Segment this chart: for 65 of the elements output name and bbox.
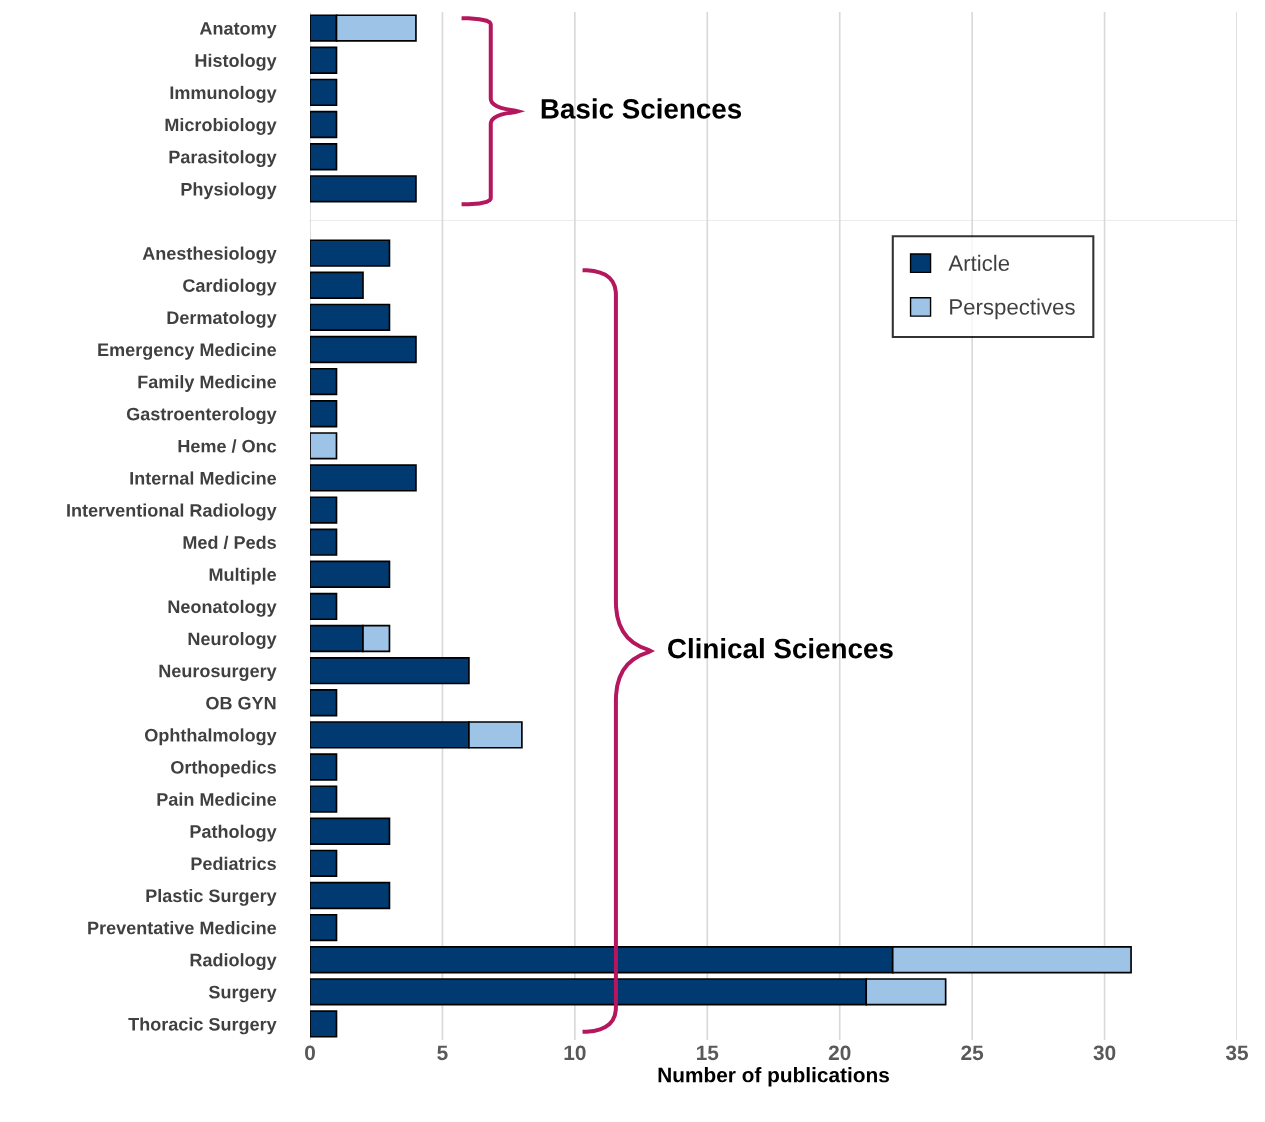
bar xyxy=(310,913,338,942)
x-tick-label: 15 xyxy=(697,1045,719,1061)
bar xyxy=(310,239,391,267)
x-tick-label: 25 xyxy=(961,1045,984,1061)
bar xyxy=(310,753,338,781)
x-tick-label: 10 xyxy=(564,1045,586,1061)
bar xyxy=(310,817,391,845)
bar xyxy=(310,400,338,428)
y-tick-label: Family Medicine xyxy=(138,375,277,392)
y-tick-label: Multiple xyxy=(209,567,277,585)
y-tick-label: Neonatology xyxy=(168,599,277,617)
y-tick-label: Surgery xyxy=(208,985,277,1003)
x-tick-label: 30 xyxy=(1093,1045,1116,1061)
y-tick-label: Thoracic Surgery xyxy=(128,1017,277,1035)
y-tick-label: Heme / Onc xyxy=(178,439,277,453)
y-tick-label: OB GYN xyxy=(206,696,276,710)
y-tick-label: Physiology xyxy=(181,182,277,200)
y-tick-label: Plastic Surgery xyxy=(146,888,277,906)
y-tick-label: Immunology xyxy=(170,85,277,103)
y-tick-label: Pain Medicine xyxy=(157,792,277,806)
y-tick-label: Neurology xyxy=(188,631,277,649)
annotation: Clinical Sciences xyxy=(668,638,893,659)
x-tick-label: 35 xyxy=(1225,1045,1249,1061)
y-tick-label: Preventative Medicine xyxy=(88,921,277,935)
x-tick-label: 0 xyxy=(305,1045,315,1061)
bar xyxy=(310,1010,338,1038)
bar xyxy=(310,656,470,685)
y-tick-label: Neurosurgery xyxy=(159,664,277,681)
y-tick-label: Radiology xyxy=(190,953,277,971)
y-tick-label: Gastroenterology xyxy=(126,407,277,425)
y-tick-label: Med / Peds xyxy=(183,535,276,550)
y-tick-label: Anesthesiology xyxy=(142,246,277,264)
bar xyxy=(310,496,338,524)
bar xyxy=(310,528,338,556)
y-tick-label: Interventional Radiology xyxy=(67,503,277,521)
legend-label: Article xyxy=(948,254,1010,272)
y-tick-label: Parasitology xyxy=(169,150,277,168)
bar xyxy=(310,271,364,299)
bar xyxy=(310,689,338,717)
bar xyxy=(310,785,338,813)
legend-label: Perspectives xyxy=(950,298,1075,320)
y-tick-label: Emergency Medicine xyxy=(98,342,277,360)
y-tick-label: Orthopedics xyxy=(171,760,276,778)
y-tick-label: Internal Medicine xyxy=(130,471,277,485)
y-tick-label: Dermatology xyxy=(167,310,277,328)
y-tick-label: Histology xyxy=(195,53,277,71)
bar xyxy=(310,335,417,364)
bar xyxy=(310,849,338,878)
bar xyxy=(310,881,391,910)
y-tick-label: Microbiology xyxy=(165,118,277,135)
x-tick-label: 5 xyxy=(437,1045,448,1061)
x-tick-label: 20 xyxy=(828,1045,851,1061)
bar xyxy=(310,303,391,332)
bar xyxy=(310,592,338,621)
bar xyxy=(310,432,338,460)
y-tick-label: Anatomy xyxy=(199,22,277,39)
annotation: Basic Sciences xyxy=(541,98,742,119)
bar xyxy=(310,367,338,396)
bar xyxy=(310,464,417,492)
y-tick-label: Pathology xyxy=(190,824,277,842)
bar xyxy=(310,560,391,588)
y-tick-label: Pediatrics xyxy=(191,856,276,871)
y-tick-label: Ophthalmology xyxy=(145,728,277,746)
x-axis-title: Number of publications xyxy=(658,1067,889,1087)
y-tick-label: Cardiology xyxy=(183,278,277,296)
